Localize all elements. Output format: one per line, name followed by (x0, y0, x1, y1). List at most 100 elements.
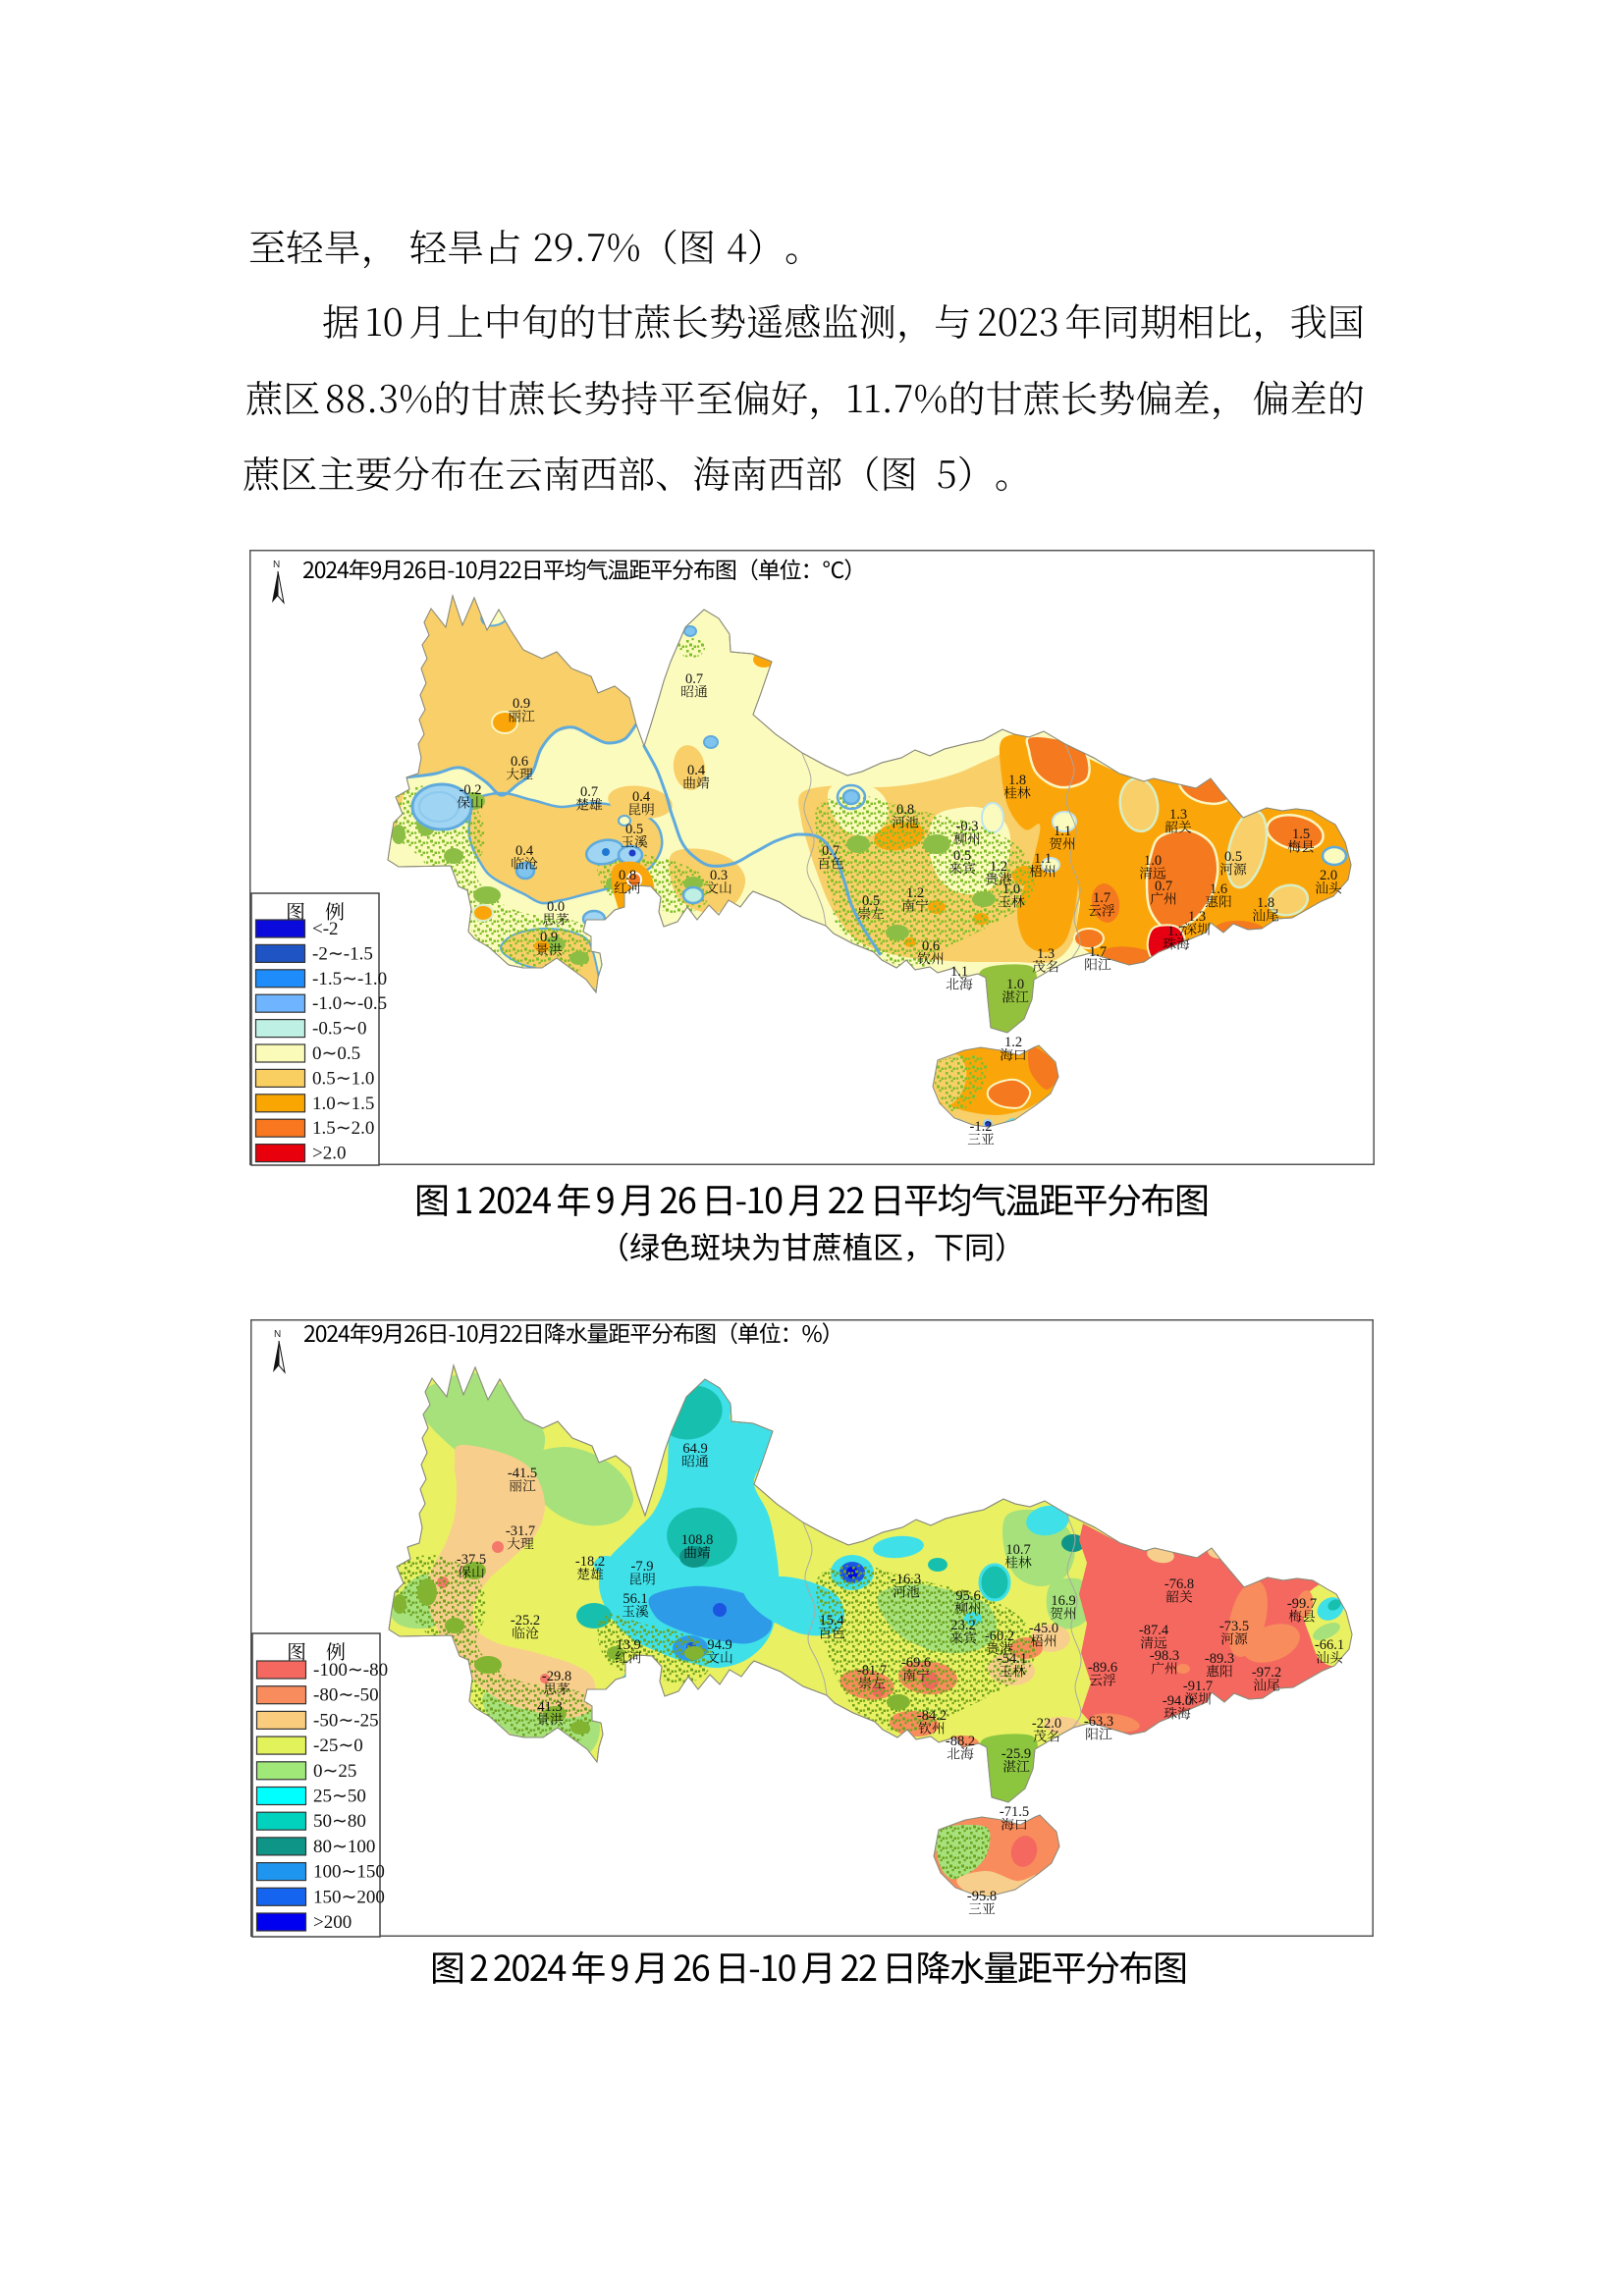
svg-text:1.0∼1.5: 1.0∼1.5 (312, 1094, 374, 1114)
svg-text:0∼0.5: 0∼0.5 (312, 1043, 360, 1064)
svg-text:<-2: <-2 (312, 919, 339, 939)
svg-text:-54.1: -54.1 (998, 1651, 1027, 1667)
svg-text:108.8: 108.8 (681, 1532, 714, 1548)
svg-text:-1.2: -1.2 (970, 1119, 993, 1135)
svg-text:0.9: 0.9 (540, 930, 558, 945)
svg-text:-25.2: -25.2 (511, 1613, 540, 1629)
svg-text:1.3: 1.3 (1188, 909, 1206, 925)
svg-text:95.6: 95.6 (955, 1588, 980, 1604)
svg-text:0.5: 0.5 (1224, 849, 1242, 865)
svg-text:0.7: 0.7 (685, 671, 703, 687)
svg-text:1.6: 1.6 (1210, 881, 1227, 897)
svg-text:-89.6: -89.6 (1088, 1660, 1117, 1676)
svg-text:94.9: 94.9 (707, 1637, 731, 1653)
svg-text:-18.2: -18.2 (575, 1554, 605, 1570)
svg-text:64.9: 64.9 (682, 1441, 707, 1457)
svg-text:-1.5∼-1.0: -1.5∼-1.0 (312, 969, 387, 989)
svg-text:-60.2: -60.2 (985, 1629, 1014, 1644)
svg-text:0.5: 0.5 (862, 893, 880, 909)
svg-text:50∼80: 50∼80 (313, 1811, 366, 1832)
svg-text:-94.0: -94.0 (1163, 1693, 1192, 1709)
svg-text:-0.3: -0.3 (956, 819, 979, 834)
svg-text:0.9: 0.9 (513, 696, 530, 712)
svg-text:0.7: 0.7 (822, 843, 839, 859)
svg-text:0.4: 0.4 (687, 763, 706, 778)
svg-text:0.4: 0.4 (632, 789, 651, 805)
svg-text:56.1: 56.1 (623, 1591, 647, 1607)
svg-text:-29.8: -29.8 (542, 1669, 571, 1684)
svg-text:2.0: 2.0 (1320, 868, 1337, 883)
svg-text:0.6: 0.6 (922, 938, 940, 954)
svg-text:-1.0∼-0.5: -1.0∼-0.5 (312, 993, 387, 1014)
svg-text:1.2: 1.2 (990, 859, 1007, 875)
svg-text:0.4: 0.4 (515, 843, 534, 859)
svg-text:41.3: 41.3 (537, 1699, 562, 1715)
svg-text:0.8: 0.8 (619, 868, 636, 883)
svg-text:-76.8: -76.8 (1164, 1576, 1194, 1592)
svg-text:-50∼-25: -50∼-25 (313, 1710, 379, 1731)
svg-text:-45.0: -45.0 (1029, 1621, 1058, 1636)
svg-text:-71.5: -71.5 (1000, 1804, 1029, 1820)
svg-text:10.7: 10.7 (1005, 1542, 1030, 1558)
svg-text:-37.5: -37.5 (457, 1552, 486, 1568)
svg-text:1.0: 1.0 (1002, 881, 1020, 897)
svg-text:-100∼-80: -100∼-80 (313, 1660, 388, 1681)
svg-text:>200: >200 (313, 1912, 352, 1933)
svg-text:-22.0: -22.0 (1032, 1716, 1061, 1732)
svg-text:-0.2: -0.2 (460, 782, 482, 798)
svg-text:25∼50: 25∼50 (313, 1787, 366, 1807)
svg-text:-84.2: -84.2 (917, 1708, 947, 1724)
svg-text:1.0: 1.0 (1144, 853, 1162, 869)
svg-text:1.3: 1.3 (1037, 946, 1055, 962)
svg-text:-2∼-1.5: -2∼-1.5 (312, 943, 373, 964)
svg-text:1.1: 1.1 (1054, 824, 1071, 839)
svg-text:-80∼-50: -80∼-50 (313, 1685, 379, 1706)
svg-text:1.8: 1.8 (1008, 773, 1026, 788)
svg-text:-81.7: -81.7 (857, 1663, 887, 1679)
svg-text:-41.5: -41.5 (508, 1466, 537, 1481)
svg-text:13.9: 13.9 (616, 1637, 640, 1653)
svg-text:-63.3: -63.3 (1084, 1714, 1113, 1730)
svg-text:0∼25: 0∼25 (313, 1761, 356, 1782)
svg-text:-98.3: -98.3 (1150, 1648, 1179, 1664)
svg-text:0.5: 0.5 (625, 822, 643, 837)
svg-text:-66.1: -66.1 (1315, 1637, 1344, 1653)
svg-text:-91.7: -91.7 (1183, 1679, 1213, 1694)
svg-text:16.9: 16.9 (1051, 1593, 1075, 1609)
svg-text:0.7: 0.7 (1155, 879, 1172, 894)
svg-text:1.7: 1.7 (1089, 944, 1107, 960)
svg-text:1.1: 1.1 (950, 964, 968, 980)
svg-text:100∼150: 100∼150 (313, 1862, 385, 1883)
svg-text:1.2: 1.2 (1004, 1035, 1022, 1050)
svg-text:-16.3: -16.3 (892, 1572, 921, 1587)
svg-text:-7.9: -7.9 (631, 1559, 654, 1575)
svg-text:-89.3: -89.3 (1205, 1651, 1234, 1667)
svg-text:N: N (274, 1329, 281, 1340)
svg-text:0.0: 0.0 (547, 899, 565, 915)
svg-text:0.6: 0.6 (511, 754, 528, 770)
svg-text:-25∼0: -25∼0 (313, 1735, 363, 1756)
svg-text:N: N (273, 560, 280, 570)
svg-text:0.5: 0.5 (953, 848, 971, 864)
svg-text:1.7: 1.7 (1167, 924, 1185, 939)
svg-text:1.1: 1.1 (1034, 851, 1052, 867)
svg-text:-87.4: -87.4 (1139, 1623, 1169, 1638)
svg-text:1.5: 1.5 (1292, 827, 1310, 842)
svg-text:1.8: 1.8 (1257, 895, 1274, 911)
svg-text:15.4: 15.4 (819, 1613, 844, 1629)
svg-text:>2.0: >2.0 (312, 1144, 346, 1164)
svg-text:-97.2: -97.2 (1252, 1665, 1281, 1681)
svg-text:-88.2: -88.2 (946, 1734, 975, 1749)
svg-text:-25.9: -25.9 (1001, 1746, 1031, 1762)
svg-text:-0.5∼0: -0.5∼0 (312, 1019, 367, 1040)
svg-text:-69.6: -69.6 (901, 1655, 931, 1671)
svg-text:-95.8: -95.8 (967, 1889, 997, 1904)
svg-text:23.2: 23.2 (950, 1618, 975, 1633)
svg-text:1.0: 1.0 (1006, 977, 1024, 992)
svg-text:1.5∼2.0: 1.5∼2.0 (312, 1118, 374, 1139)
svg-text:1.2: 1.2 (906, 885, 924, 901)
svg-text:-73.5: -73.5 (1219, 1619, 1249, 1634)
svg-text:-31.7: -31.7 (506, 1523, 535, 1539)
svg-text:0.7: 0.7 (580, 784, 598, 800)
svg-text:0.8: 0.8 (896, 802, 914, 818)
